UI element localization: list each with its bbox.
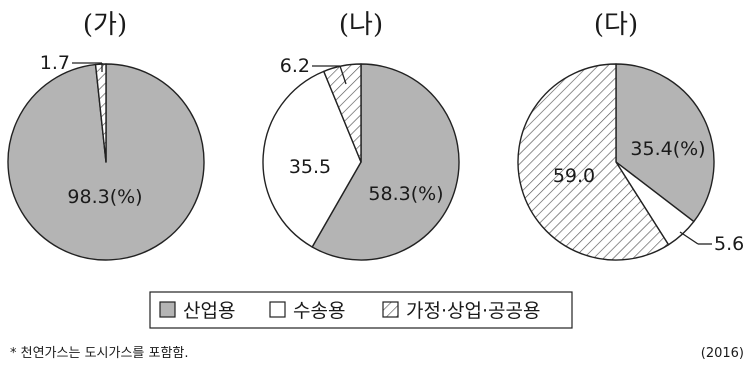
legend-label-residential: 가정·상업·공공용 <box>406 300 540 322</box>
pie-slice-na-transport <box>262 70 362 248</box>
legend-swatch-industrial <box>159 301 176 318</box>
slice-label-na-residential: 6.2 <box>280 55 310 77</box>
slice-label-da-transport: 5.6 <box>714 233 744 255</box>
footnote: * 천연가스는 도시가스를 포함함. <box>10 346 189 361</box>
chart-title-ga: (가) <box>83 10 127 40</box>
chart-title-na: (나) <box>339 10 383 40</box>
slice-label-da-industrial: 35.4(%) <box>630 138 705 160</box>
pie-chart-na: (나) 6.2 35.5 58.3(%) <box>262 10 460 261</box>
pie-slice-da-industrial <box>615 63 715 223</box>
pie-slice-na-residential <box>323 63 362 163</box>
leader-line-na-residential-tick <box>339 65 347 85</box>
legend-swatch-residential <box>382 301 399 318</box>
pie-slice-da-residential <box>517 63 670 261</box>
legend-label-transport: 수송용 <box>293 300 345 322</box>
legend-swatch-transport <box>269 301 286 318</box>
slice-label-na-transport: 35.5 <box>289 156 331 178</box>
chart-title-da: (다) <box>594 10 638 40</box>
legend: 산업용 수송용 가정·상업·공공용 <box>149 291 573 329</box>
pie-chart-ga: (가) 1.7 98.3(%) <box>7 10 205 261</box>
legend-label-industrial: 산업용 <box>183 300 235 322</box>
leader-line-da-transport <box>679 231 699 245</box>
pie-slice-na-industrial <box>311 63 460 261</box>
slice-label-na-industrial: 58.3(%) <box>368 183 443 205</box>
slice-label-ga-residential: 1.7 <box>40 52 70 74</box>
slice-label-da-residential: 59.0 <box>553 165 595 187</box>
slice-label-ga-industrial: 98.3(%) <box>67 186 142 208</box>
pie-chart-da: (다) 5.6 35.4(%) 59.0 <box>517 10 744 261</box>
pie-slice-ga-residential <box>94 63 107 163</box>
legend-box <box>149 291 573 329</box>
year-label: (2016) <box>701 346 744 361</box>
